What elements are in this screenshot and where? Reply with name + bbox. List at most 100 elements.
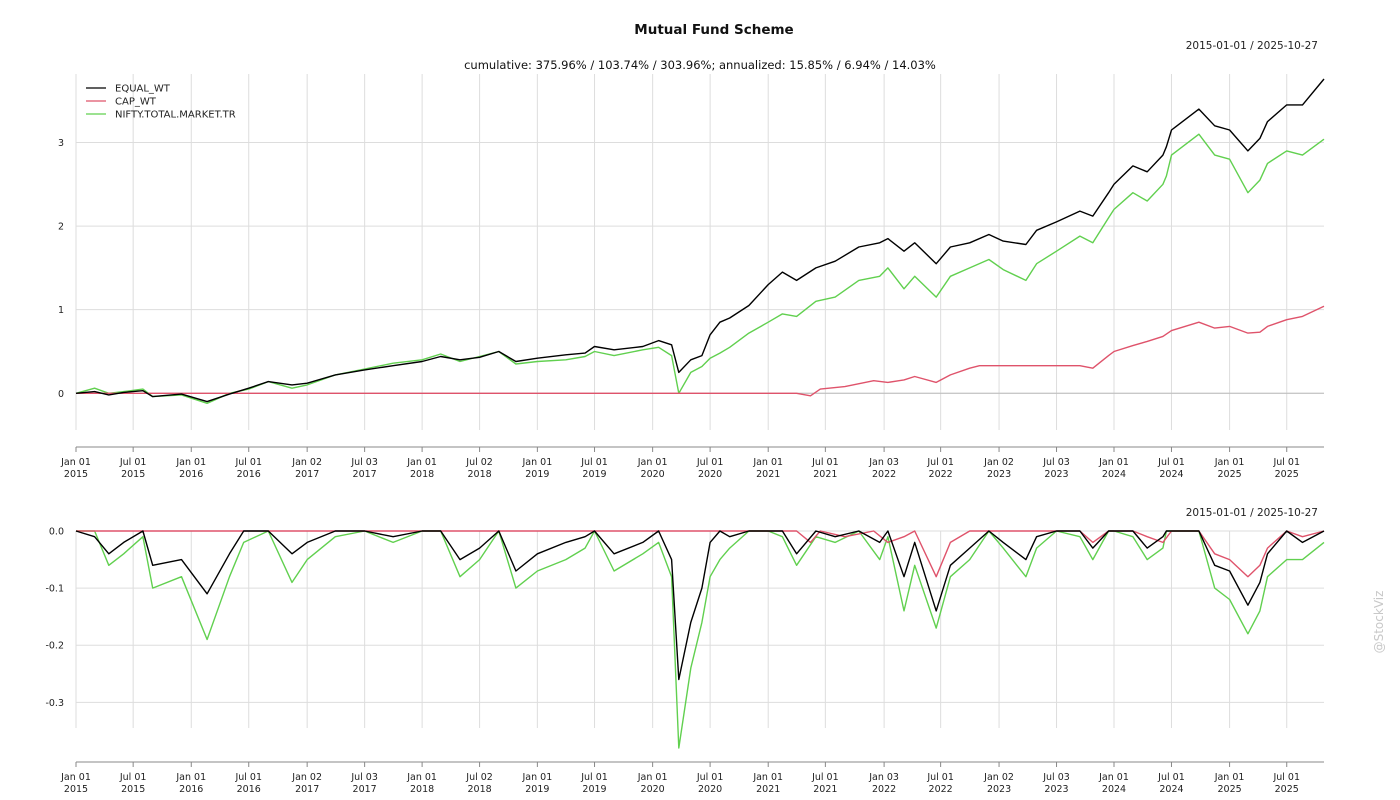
bottom-x-tick-year: 2018	[410, 784, 434, 795]
top-x-tick-label: Jul 01	[926, 457, 954, 468]
bottom-x-tick-label: Jan 01	[175, 772, 206, 783]
top-x-tick-label: Jan 03	[868, 457, 899, 468]
top-panel-date-range: 2015-01-01 / 2025-10-27	[1186, 40, 1318, 52]
top-x-tick-label: Jul 01	[1157, 457, 1185, 468]
top-x-tick-year: 2019	[525, 469, 549, 480]
watermark: @StockViz	[1372, 591, 1386, 654]
top-series-cap-wt	[76, 305, 1325, 397]
legend-label: EQUAL_WT	[115, 84, 171, 95]
top-x-tick-label: Jan 01	[1098, 457, 1129, 468]
top-x-tick-year: 2023	[1044, 469, 1068, 480]
bottom-x-tick-year: 2023	[1044, 784, 1068, 795]
top-x-tick-year: 2023	[987, 469, 1011, 480]
top-x-tick-label: Jan 02	[291, 457, 322, 468]
bottom-x-tick-label: Jan 01	[1098, 772, 1129, 783]
bottom-y-tick-label: -0.1	[45, 584, 64, 595]
bottom-x-tick-label: Jul 02	[465, 772, 493, 783]
bottom-x-tick-label: Jan 01	[637, 772, 668, 783]
bottom-x-tick-year: 2020	[641, 784, 665, 795]
top-x-tick-label: Jul 02	[465, 457, 493, 468]
bottom-x-tick-year: 2019	[582, 784, 606, 795]
bottom-series-cap-wt	[76, 530, 1325, 578]
bottom-x-tick-year: 2021	[813, 784, 837, 795]
top-x-tick-year: 2021	[756, 469, 780, 480]
top-x-tick-label: Jan 01	[406, 457, 437, 468]
top-x-tick-label: Jul 01	[1272, 457, 1300, 468]
bottom-x-tick-year: 2022	[872, 784, 896, 795]
top-x-tick-label: Jan 01	[175, 457, 206, 468]
bottom-x-tick-year: 2021	[756, 784, 780, 795]
top-series-nifty-total-market-tr	[75, 133, 1325, 404]
top-x-tick-year: 2025	[1275, 469, 1299, 480]
top-x-tick-year: 2020	[641, 469, 665, 480]
bottom-x-tick-year: 2016	[237, 784, 261, 795]
top-x-tick-label: Jul 01	[119, 457, 147, 468]
bottom-y-tick-label: -0.2	[45, 641, 64, 652]
top-x-tick-label: Jul 01	[696, 457, 724, 468]
top-x-tick-year: 2019	[582, 469, 606, 480]
top-x-tick-label: Jan 01	[1214, 457, 1245, 468]
chart-subtitle: cumulative: 375.96% / 103.74% / 303.96%;…	[464, 58, 936, 72]
bottom-x-tick-year: 2024	[1159, 784, 1183, 795]
bottom-x-tick-label: Jul 01	[234, 772, 262, 783]
top-x-tick-label: Jan 01	[521, 457, 552, 468]
top-x-tick-year: 2018	[467, 469, 491, 480]
top-x-tick-year: 2017	[353, 469, 377, 480]
bottom-x-tick-year: 2025	[1275, 784, 1299, 795]
top-x-tick-year: 2016	[179, 469, 203, 480]
bottom-y-tick-label: 0.0	[49, 527, 64, 538]
bottom-x-tick-year: 2019	[525, 784, 549, 795]
bottom-x-tick-label: Jul 01	[696, 772, 724, 783]
top-y-tick-label: 0	[58, 389, 64, 400]
top-series-equal-wt	[75, 78, 1325, 403]
bottom-x-tick-label: Jan 03	[868, 772, 899, 783]
bottom-x-tick-year: 2023	[987, 784, 1011, 795]
legend-label: NIFTY.TOTAL.MARKET.TR	[115, 110, 236, 121]
top-x-tick-year: 2021	[813, 469, 837, 480]
top-x-tick-label: Jul 03	[350, 457, 378, 468]
bottom-x-tick-year: 2015	[121, 784, 145, 795]
legend: EQUAL_WT CAP_WT NIFTY.TOTAL.MARKET.TR	[86, 84, 236, 121]
bottom-x-tick-label: Jul 01	[926, 772, 954, 783]
bottom-x-tick-label: Jan 02	[983, 772, 1014, 783]
top-x-tick-label: Jul 01	[811, 457, 839, 468]
chart-title: Mutual Fund Scheme	[634, 22, 793, 38]
top-x-tick-year: 2024	[1159, 469, 1183, 480]
bottom-series-nifty-total-market-tr	[76, 530, 1325, 749]
top-x-tick-year: 2018	[410, 469, 434, 480]
bottom-x-tick-label: Jan 01	[752, 772, 783, 783]
bottom-x-tick-year: 2017	[295, 784, 319, 795]
top-x-tick-label: Jan 01	[752, 457, 783, 468]
bottom-x-tick-year: 2020	[698, 784, 722, 795]
bottom-x-tick-label: Jul 03	[1042, 772, 1070, 783]
top-x-tick-year: 2024	[1102, 469, 1126, 480]
bottom-x-tick-year: 2018	[467, 784, 491, 795]
bottom-x-tick-label: Jul 03	[350, 772, 378, 783]
top-x-tick-label: Jul 01	[580, 457, 608, 468]
bottom-panel-date-range: 2015-01-01 / 2025-10-27	[1186, 507, 1318, 519]
bottom-x-tick-label: Jan 01	[1214, 772, 1245, 783]
top-x-tick-year: 2017	[295, 469, 319, 480]
top-x-tick-year: 2025	[1217, 469, 1241, 480]
bottom-x-tick-label: Jul 01	[1157, 772, 1185, 783]
top-y-tick-label: 2	[58, 222, 64, 233]
top-x-tick-year: 2022	[872, 469, 896, 480]
top-x-tick-year: 2022	[929, 469, 953, 480]
bottom-series-equal-wt	[75, 530, 1325, 681]
top-x-tick-year: 2016	[237, 469, 261, 480]
bottom-x-tick-year: 2024	[1102, 784, 1126, 795]
bottom-x-tick-year: 2017	[353, 784, 377, 795]
top-x-tick-label: Jan 01	[60, 457, 91, 468]
bottom-x-tick-label: Jan 01	[406, 772, 437, 783]
top-x-tick-year: 2015	[64, 469, 88, 480]
legend-label: CAP_WT	[115, 97, 157, 108]
bottom-x-tick-year: 2016	[179, 784, 203, 795]
bottom-x-tick-label: Jul 01	[119, 772, 147, 783]
bottom-x-tick-label: Jan 01	[521, 772, 552, 783]
top-x-tick-label: Jul 03	[1042, 457, 1070, 468]
bottom-x-tick-label: Jul 01	[811, 772, 839, 783]
bottom-x-tick-label: Jul 01	[580, 772, 608, 783]
bottom-x-tick-label: Jul 01	[1272, 772, 1300, 783]
